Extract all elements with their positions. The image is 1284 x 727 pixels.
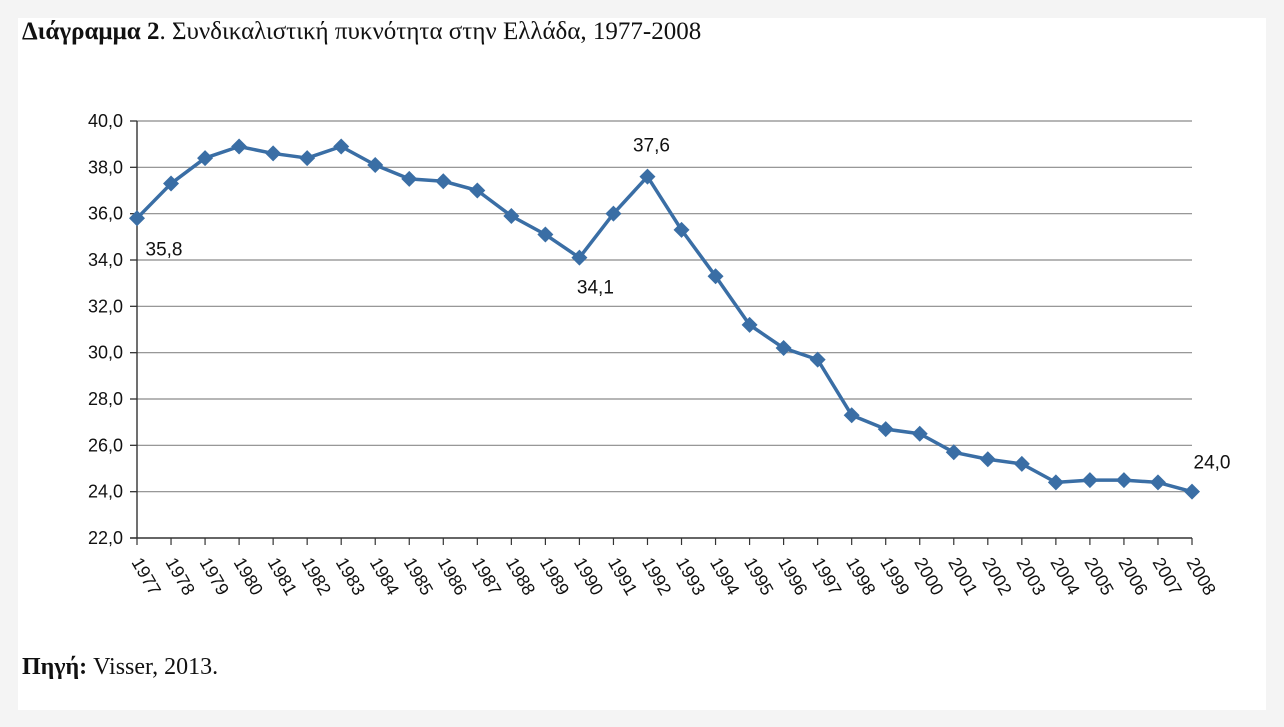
data-point-marker [639, 168, 656, 185]
data-label: 24,0 [1194, 453, 1231, 474]
y-tick-label: 32,0 [88, 296, 123, 316]
data-labels: 35,8 34,1 37,6 24,0 [146, 136, 1231, 474]
data-point-marker [1149, 474, 1166, 491]
x-tick-label: 1998 [842, 554, 879, 599]
data-point-marker [571, 249, 588, 266]
data-point-marker [673, 221, 690, 238]
x-tick-label: 1990 [570, 554, 607, 599]
data-point-marker [367, 157, 384, 174]
data-point-marker [197, 150, 214, 167]
x-tick-label: 1999 [876, 554, 913, 599]
data-point-marker [1115, 472, 1132, 489]
x-tick-label: 1986 [434, 554, 471, 599]
data-point-marker [877, 421, 894, 438]
x-tick-label: 2006 [1114, 554, 1151, 599]
data-point-marker [503, 207, 520, 224]
y-tick-label: 30,0 [88, 343, 123, 363]
x-tick-label: 1996 [774, 554, 811, 599]
x-tick-label: 1992 [638, 554, 675, 599]
gridlines [130, 120, 1192, 493]
x-tick-label: 1989 [536, 554, 573, 599]
y-tick-label: 24,0 [88, 482, 123, 502]
y-tick-label: 34,0 [88, 250, 123, 270]
x-tick-label: 2001 [944, 554, 981, 599]
data-point-marker [1013, 455, 1030, 472]
x-tick-label: 2002 [978, 554, 1015, 599]
x-tick-label: 1978 [162, 554, 199, 599]
source-note: Πηγή: Visser, 2013. [22, 654, 218, 681]
x-tick-label: 2004 [1046, 554, 1083, 599]
x-tick-label: 1991 [604, 554, 641, 599]
x-tick-label: 1993 [672, 554, 709, 599]
data-point-marker [299, 150, 316, 167]
series-line [135, 144, 1193, 494]
data-point-marker [265, 145, 282, 162]
x-tick-label: 1982 [298, 554, 335, 599]
data-point-marker [605, 205, 622, 222]
data-point-marker [741, 316, 758, 333]
data-label: 37,6 [633, 136, 670, 157]
x-tick-label: 1981 [264, 554, 301, 599]
x-tick-label: 2000 [910, 554, 947, 599]
data-point-marker [1081, 472, 1098, 489]
figure-frame [18, 18, 1266, 710]
data-point-marker [469, 182, 486, 199]
x-tick-label: 2005 [1080, 554, 1117, 599]
y-tick-label: 36,0 [88, 204, 123, 224]
x-tick-label: 1985 [400, 554, 437, 599]
x-tick-label: 1980 [230, 554, 267, 599]
x-tick-label: 2007 [1149, 554, 1186, 599]
x-tick-label: 1984 [366, 554, 403, 599]
series [129, 138, 1200, 500]
data-point-marker [435, 173, 452, 190]
source-text: Visser, 2013. [87, 654, 219, 680]
y-tick-label: 22,0 [88, 528, 123, 548]
x-tick-label: 1997 [808, 554, 845, 599]
chart-title-prefix: Διάγραμμα 2 [22, 18, 160, 45]
data-point-marker [707, 268, 724, 285]
data-point-marker [911, 425, 928, 442]
data-point-marker [231, 138, 248, 155]
x-tick-label: 1995 [740, 554, 777, 599]
data-point-marker [401, 170, 418, 187]
source-label: Πηγή: [22, 654, 88, 680]
data-point-marker [163, 175, 180, 192]
data-point-marker [843, 407, 860, 424]
x-tick-label: 1987 [468, 554, 505, 599]
x-tick-label: 1988 [502, 554, 539, 599]
chart-title: Διάγραμμα 2. Συνδικαλιστική πυκνότητα στ… [22, 18, 701, 46]
y-tick-label: 26,0 [88, 435, 123, 455]
data-label: 35,8 [146, 239, 183, 260]
x-tick-label: 2003 [1012, 554, 1049, 599]
x-tick-label: 1994 [706, 554, 743, 599]
x-tick-label: 1979 [196, 554, 233, 599]
y-tick-label: 40,0 [88, 111, 123, 131]
x-tick-label: 2008 [1183, 554, 1220, 599]
data-point-marker [945, 444, 962, 461]
data-point-marker [1184, 483, 1200, 500]
data-point-marker [129, 210, 145, 227]
data-label: 34,1 [577, 278, 614, 299]
y-tick-label: 38,0 [88, 157, 123, 177]
data-point-marker [537, 226, 554, 243]
x-tick-label: 1983 [332, 554, 369, 599]
data-point-marker [979, 451, 996, 468]
data-point-marker [1047, 474, 1064, 491]
data-point-marker [775, 340, 792, 357]
data-point-marker [809, 351, 826, 368]
x-tick-label: 1977 [128, 554, 165, 599]
chart-title-text: . Συνδικαλιστική πυκνότητα στην Ελλάδα, … [159, 18, 702, 45]
y-tick-label: 28,0 [88, 389, 123, 409]
data-point-marker [333, 138, 350, 155]
